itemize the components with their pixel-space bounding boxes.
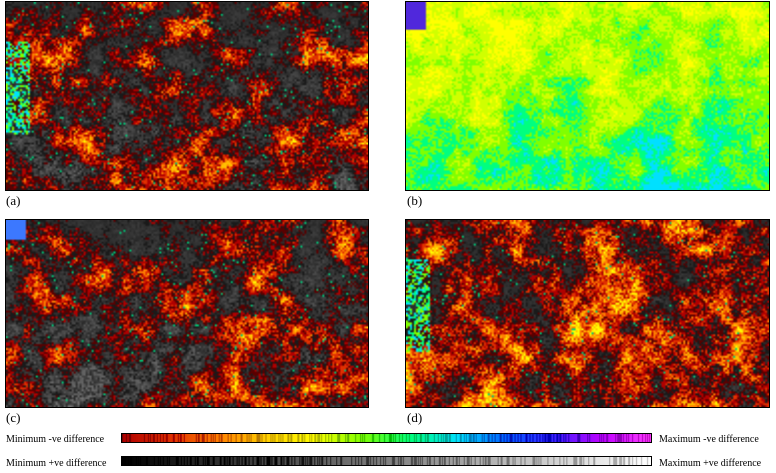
difference-map-a — [5, 1, 369, 191]
difference-map-d — [405, 219, 770, 408]
difference-map-b — [405, 1, 770, 191]
panel-label-d: (d) — [407, 410, 423, 425]
panel-label-c: (c) — [6, 410, 21, 425]
positive-max-label: Maximum +ve difference — [659, 458, 762, 469]
panel-label-a: (a) — [6, 193, 21, 208]
positive-min-label: Minimum +ve difference — [6, 458, 107, 469]
panel-label-b: (b) — [407, 193, 423, 208]
negative-difference-colorbar — [121, 433, 652, 443]
negative-min-label: Minimum -ve difference — [6, 434, 105, 445]
negative-max-label: Maximum -ve difference — [659, 434, 759, 445]
difference-map-c — [5, 219, 369, 408]
positive-difference-colorbar — [121, 456, 652, 466]
